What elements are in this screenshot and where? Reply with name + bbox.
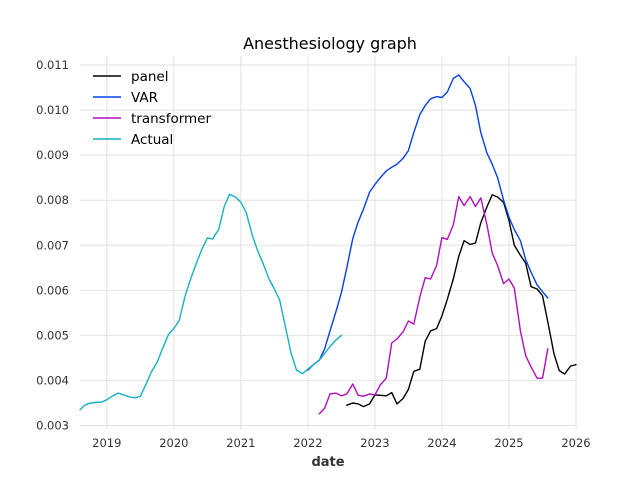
x-tick-label: 2023	[360, 436, 389, 450]
x-tick-label: 2024	[427, 436, 456, 450]
series-line-panel	[346, 194, 577, 408]
y-tick-label: 0.010	[36, 103, 69, 117]
legend: panel VAR transformer Actual	[93, 69, 211, 148]
x-tick-label: 2025	[494, 436, 523, 450]
y-tick-label: 0.003	[36, 418, 69, 432]
x-tick-label: 2021	[226, 436, 255, 450]
y-tick-label: 0.008	[36, 193, 69, 207]
y-tick-label: 0.006	[36, 283, 69, 297]
chart-title: Anesthesiology graph	[243, 34, 417, 53]
y-tick-label: 0.007	[36, 238, 69, 252]
series-line-var	[307, 74, 549, 371]
series-lines	[79, 74, 577, 415]
x-tick-label: 2026	[561, 436, 590, 450]
series-line-actual	[79, 193, 343, 411]
grid-lines	[80, 56, 577, 430]
x-tick-label: 2020	[159, 436, 188, 450]
x-tick-label: 2022	[293, 436, 322, 450]
x-axis-label: date	[311, 455, 344, 470]
legend-label: panel	[131, 69, 168, 85]
y-tick-label: 0.009	[36, 148, 69, 162]
y-tick-labels: 0.003 0.004 0.005 0.006 0.007 0.008 0.009 0.010…	[36, 58, 69, 432]
x-tick-labels: 2019 2020 2021 2022 2023 2024 2025 2026	[92, 436, 590, 450]
y-tick-label: 0.004	[36, 373, 69, 387]
y-tick-label: 0.005	[36, 328, 69, 342]
legend-label: VAR	[131, 90, 158, 106]
x-tick-label: 2019	[92, 436, 121, 450]
y-tick-label: 0.011	[36, 58, 69, 72]
legend-label: Actual	[131, 132, 173, 148]
legend-label: transformer	[131, 111, 211, 127]
series-line-transformer	[318, 195, 549, 415]
